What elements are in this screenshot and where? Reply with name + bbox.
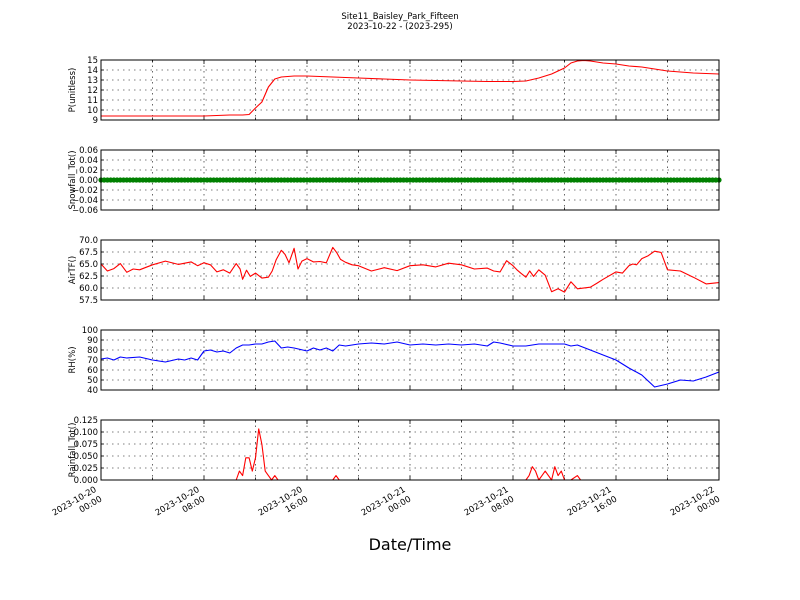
y-tick-label: 0.125 (74, 416, 98, 426)
y-tick-label: 70 (87, 356, 98, 366)
y-axis-label: Rainfall_Tot() (68, 423, 78, 478)
y-axis-label: P(unitless) (68, 68, 78, 113)
y-tick-label: 0.075 (74, 440, 98, 450)
series-line (100, 246, 720, 293)
y-tick-label: 67.5 (79, 248, 98, 258)
chart-panels: 9101112131415P(unitless)−0.06−0.04−0.020… (68, 56, 722, 486)
y-tick-label: 60.0 (79, 284, 98, 294)
panel-5: 0.000 0.025 0.050 0.075 0.100 0.125Rainfall_T… (68, 416, 720, 486)
y-tick-label: −0.06 (72, 206, 98, 216)
y-tick-label: 65.0 (79, 260, 98, 270)
series-line (100, 340, 720, 388)
y-tick-label: 62.5 (79, 272, 98, 282)
plot-frame (100, 329, 720, 391)
y-tick-label: 14 (87, 66, 98, 76)
series-line (101, 59, 720, 117)
x-axis-label: Date/Time (369, 535, 452, 554)
y-tick-label: 11 (87, 96, 98, 106)
plot-frame (100, 149, 720, 211)
y-tick-label: 10 (87, 106, 98, 116)
y-tick-label: 40 (87, 386, 98, 396)
y-tick-label: 0.04 (79, 156, 98, 166)
figure-title-line2: 2023-10-22 - (2023-295) (347, 22, 452, 32)
y-tick-label: 60 (87, 366, 98, 376)
y-axis-label: Snowfall_Tot() (68, 150, 78, 209)
y-tick-label: 80 (87, 346, 98, 356)
y-tick-label: 12 (87, 86, 98, 96)
figure-title-line1: Site11_Baisley_Park_Fifteen (341, 12, 458, 22)
y-axis-label: AirTF() (68, 256, 78, 284)
y-tick-label: 15 (87, 56, 98, 66)
y-tick-label: 90 (87, 336, 98, 346)
y-tick-label: 0.000 (74, 476, 98, 486)
y-tick-label: −0.02 (72, 186, 98, 196)
y-tick-label: 0.02 (79, 166, 98, 176)
y-tick-label: 0.00 (79, 176, 98, 186)
y-tick-label: 0.025 (74, 464, 98, 474)
y-tick-label: −0.04 (72, 196, 98, 206)
panel-2: −0.06−0.04−0.020.000.020.040.06Snowfall_… (68, 146, 722, 216)
y-tick-label: 50 (87, 376, 98, 386)
plot-frame (100, 239, 720, 301)
y-axis-label: RH(%) (68, 346, 78, 373)
y-tick-label: 0.100 (74, 428, 98, 438)
y-tick-label: 0.06 (79, 146, 98, 156)
plot-frame (100, 59, 720, 121)
y-tick-label: 57.5 (79, 296, 98, 306)
y-tick-label: 0.050 (74, 452, 98, 462)
plot-frame (100, 419, 720, 481)
y-tick-label: 9 (93, 116, 98, 126)
y-tick-label: 100 (82, 326, 98, 336)
y-tick-label: 13 (87, 76, 98, 86)
y-tick-label: 70.0 (79, 236, 98, 246)
